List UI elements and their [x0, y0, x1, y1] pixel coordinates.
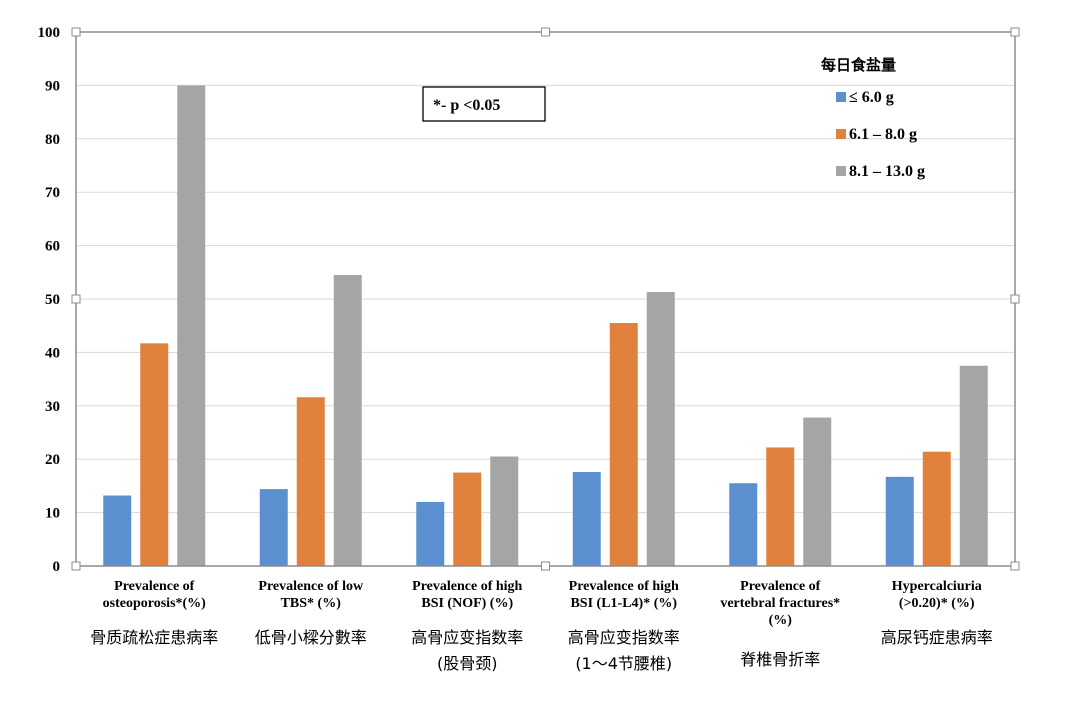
y-tick-label: 10 [45, 506, 60, 522]
legend-label-1: ≤ 6.0 g [849, 89, 894, 106]
category-label-en: BSI (NOF) (%) [421, 596, 513, 611]
bar-series-2-category-5 [766, 447, 795, 566]
legend-label-2: 6.1 – 8.0 g [849, 126, 917, 143]
y-tick-label: 100 [38, 25, 61, 41]
resize-handle [541, 27, 550, 37]
category-label-en: Prevalence of [114, 579, 195, 594]
y-tick-label: 70 [45, 185, 60, 201]
significance-note: *- p <0.05 [422, 86, 546, 122]
bar-series-2-category-3 [453, 472, 482, 566]
category-label-zh: 脊椎骨折率 [740, 650, 820, 669]
bar-series-1-category-4 [572, 472, 601, 566]
category-label-zh: 骨质疏松症患病率 [90, 628, 218, 647]
y-tick-label: 60 [45, 239, 60, 255]
category-label-en: BSI (L1-L4)* (%) [570, 596, 677, 611]
legend-swatch-2 [836, 129, 846, 139]
bar-series-3-category-5 [803, 417, 832, 566]
category-label-en: osteoporosis*(%) [103, 596, 207, 611]
resize-handle [1010, 294, 1020, 304]
legend-label-3: 8.1 – 13.0 g [849, 163, 925, 180]
note-box [422, 86, 546, 122]
resize-handle [1010, 27, 1020, 37]
category-label-en: TBS* (%) [281, 596, 342, 611]
bar-series-3-category-6 [959, 365, 988, 566]
note-text: *- p <0.05 [433, 97, 500, 114]
category-label-zh: 低骨小樑分數率 [255, 628, 367, 647]
legend-swatch-3 [836, 166, 846, 176]
bar-series-2-category-1 [140, 343, 169, 566]
bar-series-1-category-1 [103, 495, 132, 566]
x-axis-category-labels: Prevalence of osteoporosis*(%) 骨质疏松症患病率 Pre… [90, 579, 993, 673]
category-label-zh: 高尿钙症患病率 [881, 628, 993, 647]
category-label-en: vertebral fractures* [720, 596, 840, 611]
category-label-en: Hypercalciuria [892, 579, 982, 594]
category-label-en: Prevalence of high [412, 579, 522, 594]
bar-series-1-category-2 [259, 489, 288, 566]
bar-series-1-category-5 [729, 483, 758, 566]
y-tick-label: 50 [45, 292, 60, 308]
category-label-en: Prevalence of low [258, 579, 364, 594]
category-label-zh: 高骨应变指数率 [568, 628, 680, 647]
resize-handle [1010, 561, 1020, 571]
category-label-en: (%) [769, 613, 793, 628]
category-label-zh: (1～4节腰椎) [575, 654, 672, 673]
legend-swatch-1 [836, 92, 846, 102]
bar-series-3-category-2 [333, 274, 362, 566]
bar-series-2-category-4 [609, 323, 638, 566]
bar-series-3-category-4 [646, 292, 675, 566]
category-label-zh: 高骨应变指数率 [411, 628, 523, 647]
y-tick-label: 80 [45, 132, 60, 148]
resize-handle [71, 561, 81, 571]
y-axis-tick-labels: 0 10 20 30 40 50 60 70 80 90 100 [38, 25, 61, 575]
bar-series-1-category-3 [416, 501, 445, 566]
category-label-en: Prevalence of [740, 579, 821, 594]
category-label-en: Prevalence of high [569, 579, 679, 594]
selection-handles [71, 27, 1020, 571]
category-label-zh: (股骨颈) [437, 654, 498, 673]
gridlines [76, 84, 1015, 514]
bar-series-2-category-2 [296, 397, 325, 566]
bar-series-1-category-6 [885, 476, 914, 566]
bar-series-3-category-1 [177, 85, 206, 567]
category-label-en: (>0.20)* (%) [899, 596, 975, 611]
bars [103, 85, 988, 567]
legend-title: 每日食盐量 [821, 56, 896, 74]
legend: 每日食盐量 ≤ 6.0 g 6.1 – 8.0 g 8.1 – 13.0 g [821, 56, 925, 180]
y-tick-label: 30 [45, 399, 60, 415]
resize-handle [541, 561, 550, 571]
resize-handle [71, 294, 81, 304]
bar-series-3-category-3 [490, 456, 519, 566]
y-tick-label: 40 [45, 345, 60, 361]
resize-handle [71, 27, 81, 37]
y-tick-label: 0 [53, 559, 61, 575]
y-tick-label: 90 [45, 78, 60, 94]
bar-series-2-category-6 [922, 451, 951, 566]
y-tick-label: 20 [45, 452, 60, 468]
